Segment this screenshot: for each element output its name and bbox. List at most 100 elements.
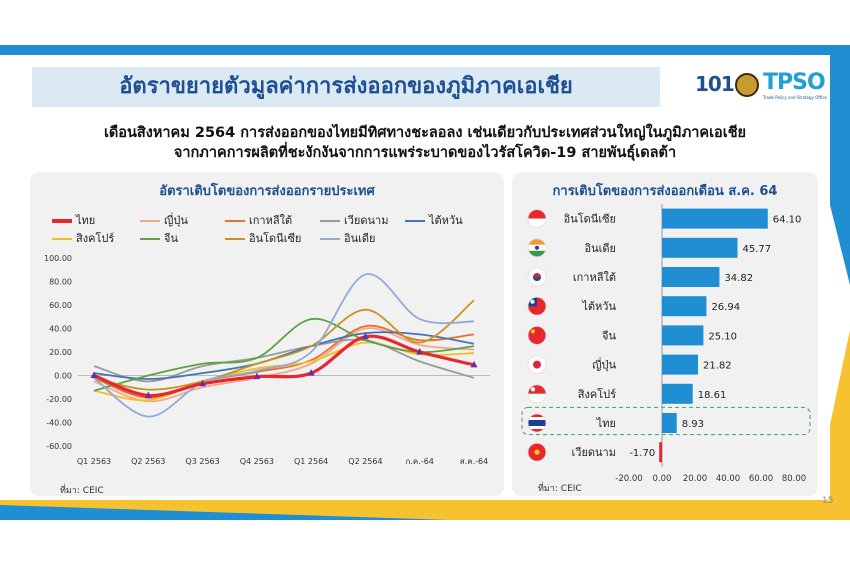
bar-category-label: ไต้หวัน xyxy=(581,300,616,313)
bar-value-label: 64.10 xyxy=(773,215,802,226)
taiwan-flag-icon xyxy=(527,296,547,316)
y-tick-label: 80.00 xyxy=(49,278,72,287)
bar xyxy=(662,208,768,229)
bar xyxy=(662,413,677,433)
legend-label: ไต้หวัน xyxy=(429,214,463,227)
legend-label: เกาหลีใต้ xyxy=(249,214,293,227)
flag-stripe xyxy=(528,209,546,219)
flag-stripe xyxy=(528,420,546,426)
legend-item: เวียดนาม xyxy=(320,214,388,228)
flag-stripe xyxy=(528,250,546,257)
legend-item: จีน xyxy=(140,232,178,246)
bar xyxy=(659,442,662,463)
indonesia-flag-icon xyxy=(527,209,547,229)
bar-chart: อินโดนีเซีย 64.10 อินเดีย 45.77 เกาหลีใต้ 34.… xyxy=(521,204,811,484)
flag-crescent xyxy=(530,387,536,392)
y-tick-label: -20.00 xyxy=(46,395,72,404)
bar-value-label: 8.93 xyxy=(682,419,704,430)
flag-content xyxy=(528,414,546,432)
line-chart: 100.00 80.00 60.00 40.00 20.00 0.00 -20.00 -40.… xyxy=(44,254,490,466)
line-chart-title: อัตราเติบโตของการส่งออกรายประเทศ xyxy=(159,184,375,199)
bar-category-label: เวียดนาม xyxy=(572,446,616,459)
legend-item: เกาหลีใต้ xyxy=(225,214,292,228)
flag-border xyxy=(527,442,547,462)
logo-tpso: TPSO Trade Policy and Strategy Office xyxy=(763,70,827,100)
flag-border xyxy=(527,267,547,287)
x-tick-label: Q2 2564 xyxy=(348,457,382,466)
y-tick-label: 40.00 xyxy=(49,325,72,334)
data-point-marker xyxy=(90,371,98,378)
flag-wheel xyxy=(535,245,539,250)
line-chart-source: ที่มา: CEIC xyxy=(60,486,104,496)
flag-content xyxy=(528,355,546,374)
bar-category-label: อินโดนีเซีย xyxy=(563,212,616,226)
thailand-flag-icon xyxy=(527,413,547,433)
india-flag-icon xyxy=(527,238,547,258)
china-flag-icon xyxy=(527,325,547,345)
flag-stripe xyxy=(528,218,546,228)
ministry-seal-icon xyxy=(735,73,759,97)
flag-content xyxy=(528,297,546,316)
flag-border xyxy=(527,209,547,229)
x-tick-label: Q3 2563 xyxy=(185,457,219,466)
data-point-marker xyxy=(361,332,369,340)
bar-category-label: สิงคโปร์ xyxy=(577,387,616,401)
series-line xyxy=(93,299,475,391)
legend-swatch xyxy=(225,220,245,222)
bar-value-label: -1.70 xyxy=(629,448,655,459)
series-line xyxy=(93,273,475,418)
bar-category-label: จีน xyxy=(601,329,616,342)
legend-swatch xyxy=(405,220,425,222)
data-point-marker xyxy=(416,348,424,355)
bar-chart-title: การเติบโตของการส่งออกเดือน ส.ค. 64 xyxy=(552,184,778,199)
legend-item: สิงคโปร์ xyxy=(52,232,114,246)
x-tick-label: ก.ค.-64 xyxy=(406,457,434,466)
flag-border xyxy=(527,413,547,433)
bar xyxy=(662,325,704,346)
y-tick-label: 0.00 xyxy=(54,372,72,381)
bar-value-label: 25.10 xyxy=(708,331,737,342)
x-tick-label: -20.00 xyxy=(615,474,642,484)
subtitle-line-2: จากภาคการผลิตที่ชะงักงันจากการแพร่ระบาดข… xyxy=(173,145,677,161)
flag-border xyxy=(527,296,547,316)
bar xyxy=(662,296,707,317)
data-point-marker xyxy=(199,379,207,387)
legend-swatch xyxy=(320,220,340,222)
data-point-marker xyxy=(253,372,261,380)
flag-star xyxy=(531,329,535,334)
legend-swatch xyxy=(225,238,245,240)
x-tick-label: Q1 2564 xyxy=(294,457,328,466)
line-chart-panel xyxy=(30,172,504,496)
bar-category-label: ญี่ปุ่น xyxy=(592,357,616,372)
x-tick-label: 40.00 xyxy=(716,474,740,484)
singapore-flag-icon xyxy=(527,384,547,404)
legend-label: อินโดนีเซีย xyxy=(249,232,302,245)
data-point-marker xyxy=(144,391,152,398)
y-tick-label: 60.00 xyxy=(49,301,72,310)
x-tick-label: 20.00 xyxy=(683,474,707,484)
x-tick-label: 80.00 xyxy=(782,474,806,484)
bar xyxy=(662,267,720,287)
flag-content xyxy=(528,268,546,286)
flag-border xyxy=(527,238,547,258)
series-line xyxy=(93,324,475,399)
flag-border xyxy=(527,355,547,375)
bar xyxy=(662,237,738,258)
flag-disc xyxy=(533,360,541,369)
legend-item: อินโดนีเซีย xyxy=(225,232,301,246)
legend-item: อินเดีย xyxy=(320,232,375,246)
x-tick-label: Q2 2563 xyxy=(131,457,165,466)
flag-sun xyxy=(530,299,535,304)
title-box xyxy=(32,67,660,107)
subtitle-line-1: เดือนสิงหาคม 2564 การส่งออกของไทยมีทิศทา… xyxy=(103,125,747,141)
bar-category-label: เกาหลีใต้ xyxy=(573,271,616,284)
series-line xyxy=(93,327,475,403)
bar-value-label: 21.82 xyxy=(703,361,732,372)
bar-value-label: 26.94 xyxy=(711,302,740,313)
bar-chart-source: ที่มา: CEIC xyxy=(538,484,582,494)
x-tick-label: ส.ค.-64 xyxy=(460,457,488,466)
legend-label: สิงคโปร์ xyxy=(76,232,115,245)
flag-star xyxy=(534,449,540,455)
flag-content xyxy=(528,384,546,403)
series-line xyxy=(93,334,475,398)
